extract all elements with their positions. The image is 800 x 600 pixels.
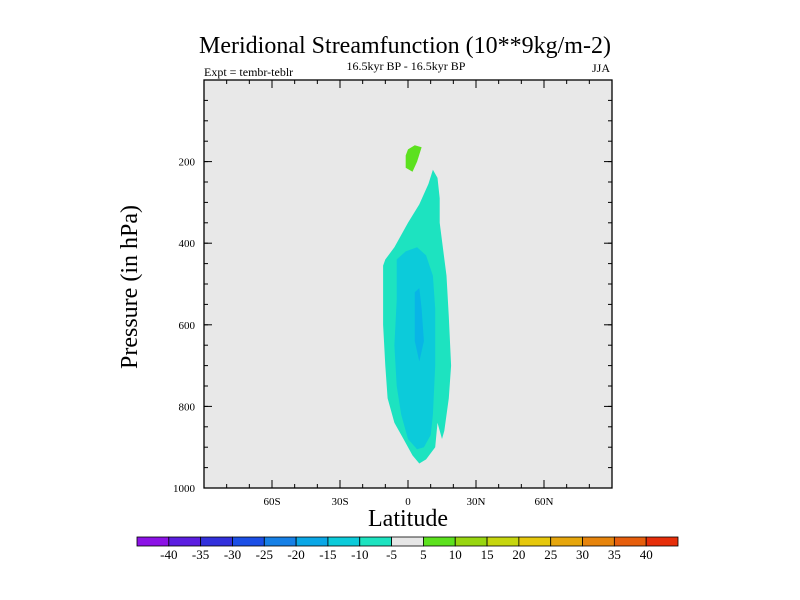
colorbar-label: 10 <box>449 547 462 562</box>
colorbar-label: -20 <box>287 547 304 562</box>
colorbar-swatch <box>391 536 424 547</box>
colorbar-label: -5 <box>386 547 397 562</box>
y-tick-label: 400 <box>179 238 196 250</box>
colorbar-label: -25 <box>256 547 273 562</box>
experiment-label: Expt = tembr-teblr <box>204 65 293 79</box>
colorbar-swatch <box>613 536 647 547</box>
contour-regions <box>383 145 452 464</box>
y-tick-label: 800 <box>179 401 196 413</box>
y-axis-label: Pressure (in hPa) <box>117 205 143 369</box>
colorbar-label: 5 <box>420 547 427 562</box>
season-label: JJA <box>592 61 610 75</box>
colorbar-label: -15 <box>319 547 336 562</box>
chart-title: Meridional Streamfunction (10**9kg/m-2) <box>199 33 611 59</box>
y-tick-label: 600 <box>179 320 196 332</box>
colorbar-swatch <box>232 536 265 547</box>
x-axis-label: Latitude <box>368 506 448 532</box>
colorbar-label: 20 <box>512 547 525 562</box>
colorbar-swatch <box>454 536 488 547</box>
colorbar-label: 15 <box>481 547 494 562</box>
colorbar-swatch <box>359 536 392 547</box>
y-tick-label: 1000 <box>173 483 196 495</box>
colorbar-label: 30 <box>576 547 589 562</box>
colorbar-swatch <box>582 536 615 547</box>
contour-region-0 <box>405 145 422 172</box>
contour-region-2 <box>394 247 436 450</box>
colorbar-label: 25 <box>544 547 557 562</box>
period-label: 16.5kyr BP - 16.5kyr BP <box>347 59 466 73</box>
colorbar-swatch <box>486 536 520 547</box>
colorbar-swatch <box>263 536 297 547</box>
contour-region-3 <box>414 288 424 362</box>
colorbar-swatch <box>168 536 202 547</box>
axis-ticks: 200 400 600 800 1000 60S 30S 0 30N 60N <box>173 80 612 508</box>
colorbar-swatch <box>550 536 583 547</box>
colorbar-swatch <box>295 536 329 547</box>
x-tick-label: 0 <box>405 496 411 508</box>
colorbar-label: -10 <box>351 547 368 562</box>
colorbar-swatch <box>200 536 233 547</box>
x-tick-label: 60S <box>263 496 280 508</box>
colorbar-swatch <box>423 536 456 547</box>
colorbar-swatch <box>645 536 679 547</box>
colorbar: -40 -35 -30 -25 -20 -15 -10 -5 5 10 15 20 25 30 35 40 <box>136 536 679 562</box>
colorbar-label: -30 <box>224 547 241 562</box>
colorbar-swatch <box>327 536 361 547</box>
colorbar-swatch <box>518 536 552 547</box>
colorbar-swatch <box>136 536 170 547</box>
colorbar-label: 40 <box>640 547 653 562</box>
x-tick-label: 30S <box>331 496 348 508</box>
x-tick-label: 30N <box>467 496 486 508</box>
colorbar-label: -35 <box>192 547 209 562</box>
colorbar-label: 35 <box>608 547 621 562</box>
x-tick-label: 60N <box>535 496 554 508</box>
colorbar-label: -40 <box>160 547 177 562</box>
y-tick-label: 200 <box>179 157 196 169</box>
